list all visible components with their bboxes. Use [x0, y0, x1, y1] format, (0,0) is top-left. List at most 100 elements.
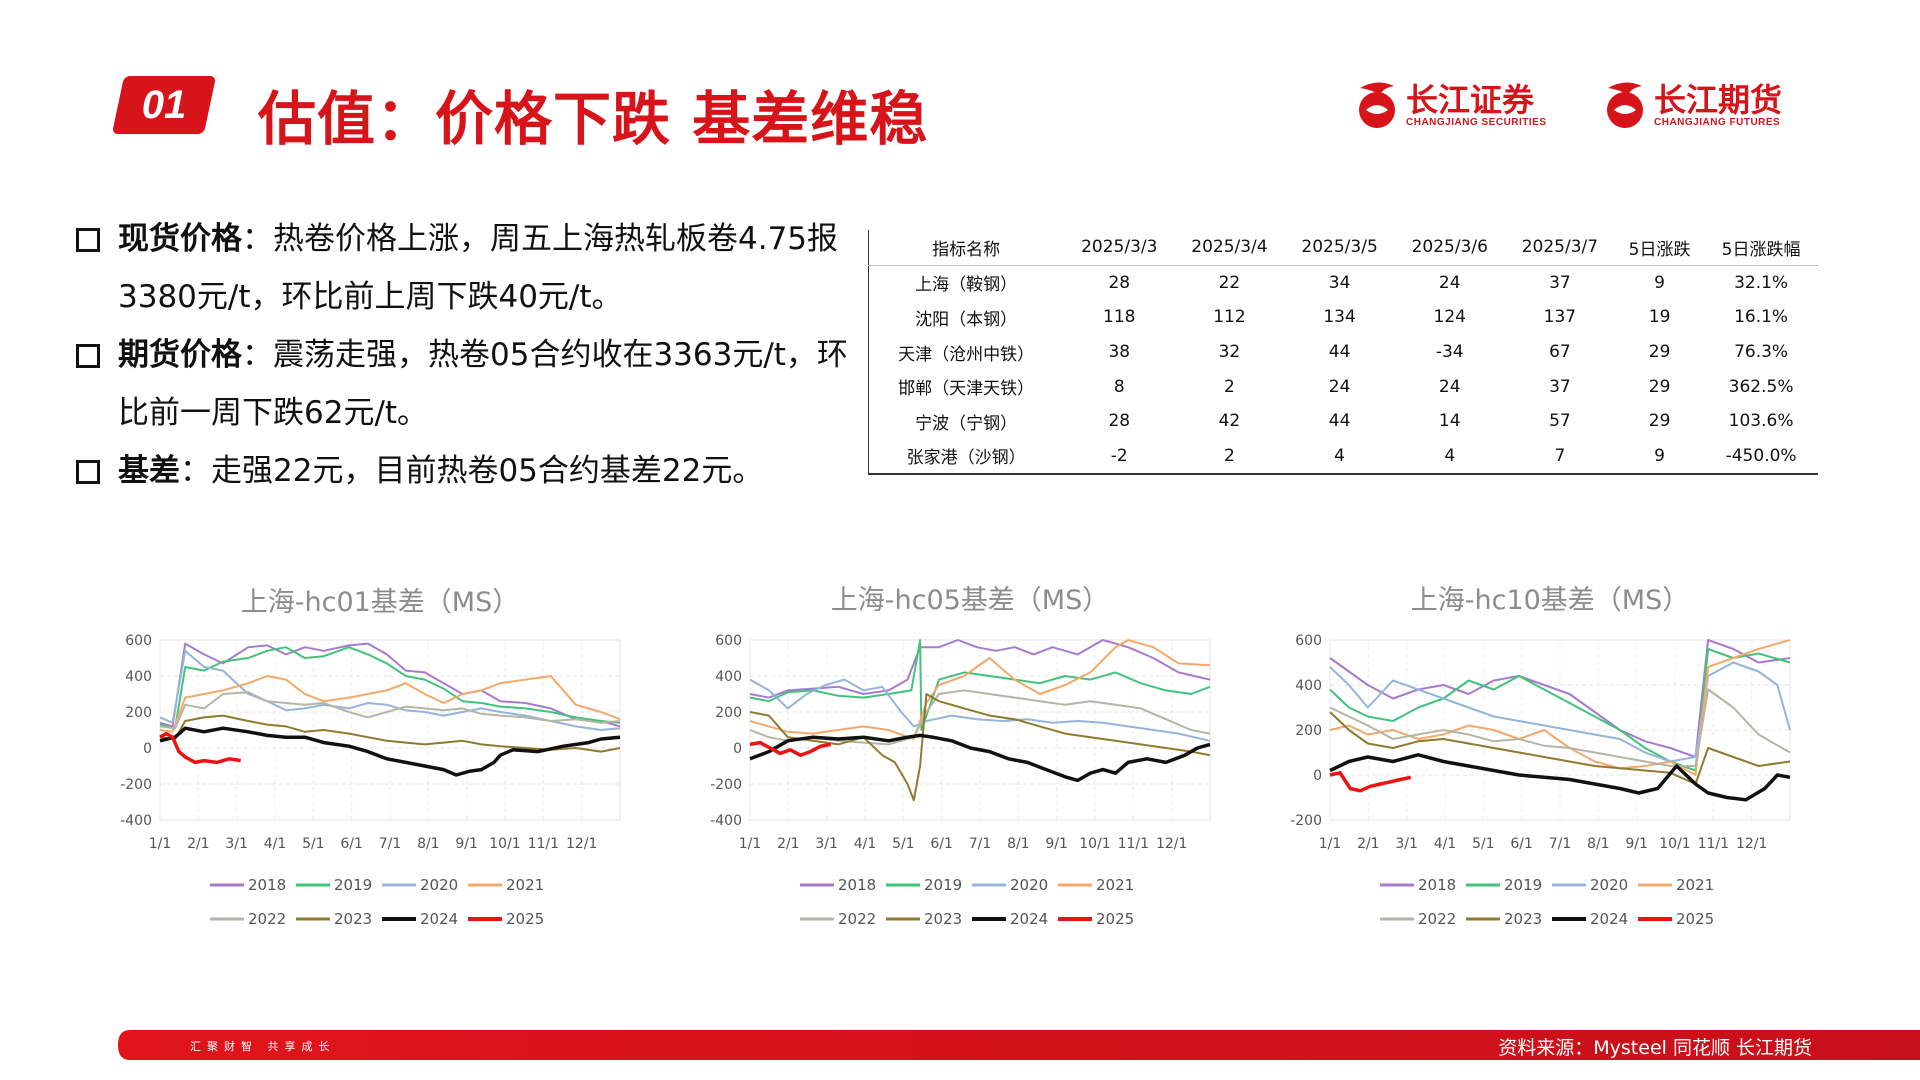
table-cell: 124: [1433, 307, 1466, 328]
legend-label: 2023: [334, 910, 372, 928]
x-tick-label: 9/1: [1045, 836, 1068, 852]
y-tick-label: -400: [710, 813, 742, 829]
x-tick-label: 12/1: [1156, 836, 1187, 852]
table-header: 2025/3/6: [1394, 230, 1505, 266]
series-line-2019: [749, 639, 1211, 731]
bullet-label: 期货价格: [118, 337, 242, 373]
x-tick-label: 3/1: [1395, 836, 1418, 852]
chart-title: 上海-hc01基差（MS）: [240, 587, 520, 618]
table-header: 5日涨跌: [1614, 230, 1705, 266]
series-line-2024: [1329, 753, 1791, 802]
bullet-futures-price: 期货价格：震荡走强，热卷05合约收在3363元/t，环比前一周下跌62元/t。: [72, 326, 852, 442]
changjiang-securities-logo: 长江证券 CHANGJIANG SECURITIES: [1352, 78, 1547, 132]
legend-label: 2022: [1418, 910, 1456, 928]
legend-label: 2019: [924, 876, 962, 894]
legend-label: 2021: [1676, 876, 1714, 894]
legend-label: 2021: [506, 876, 544, 894]
x-tick-label: 5/1: [1472, 836, 1495, 852]
x-tick-label: 4/1: [854, 836, 877, 852]
x-tick-label: 10/1: [1659, 836, 1690, 852]
table-cell: 14: [1438, 411, 1461, 432]
table-cell: 137: [1543, 307, 1577, 328]
y-tick-label: 200: [125, 705, 152, 721]
y-tick-label: 0: [143, 741, 152, 757]
table-header: 2025/3/7: [1504, 230, 1615, 266]
series-line-2021: [749, 639, 1211, 740]
bullet-text: ：走强22元，目前热卷05合约基差22元。: [180, 453, 764, 489]
table-cell: 22: [1218, 272, 1241, 293]
table-cell: 16.1%: [1734, 307, 1789, 328]
series-line-2023: [749, 693, 1211, 802]
y-tick-label: 400: [1295, 678, 1322, 694]
checkbox-bullet-icon: [76, 228, 100, 252]
legend-label: 2023: [1504, 910, 1542, 928]
x-tick-label: 8/1: [417, 836, 440, 852]
legend-label: 2025: [1676, 910, 1714, 928]
table-cell: 2: [1224, 376, 1235, 397]
table-cell: 19: [1648, 307, 1671, 328]
chart-hc01: 上海-hc01基差（MS） 600 400 200 0 -200 -400 1/1 2/1 3/…: [110, 570, 650, 940]
table-row: 天津（沧州中铁） 38 32 44 -34 67 29 76.3%: [868, 335, 1818, 370]
table-cell: 34: [1328, 272, 1351, 293]
chart-hc01-svg: 600 400 200 0 -200 -400 1/1 2/1 3/1 4/1 5/1 6/1 7/1 8…: [120, 633, 621, 928]
y-tick-label: 400: [125, 669, 152, 685]
series-line-2021: [1329, 639, 1791, 776]
chart-title: 上海-hc10基差（MS）: [1410, 585, 1690, 616]
table-cell: 32.1%: [1734, 272, 1789, 293]
table-cell: 4: [1284, 438, 1395, 476]
x-tick-label: 10/1: [489, 836, 520, 852]
x-tick-label: 7/1: [969, 836, 992, 852]
legend-label: 2020: [420, 876, 458, 894]
table-row: 沈阳（本钢） 118 112 134 124 137 19 16.1%: [868, 300, 1818, 335]
legend-label: 2024: [420, 910, 458, 928]
table-left-border: [868, 230, 869, 473]
table-cell: 张家港（沙钢）: [868, 438, 1065, 476]
x-tick-label: 6/1: [930, 836, 953, 852]
x-tick-label: 5/1: [302, 836, 325, 852]
table-cell: 76.3%: [1734, 342, 1789, 363]
table-cell: 29: [1648, 342, 1671, 363]
table-cell: 362.5%: [1728, 376, 1794, 397]
bullet-label: 基差: [118, 453, 180, 489]
table-cell: -2: [1064, 438, 1175, 476]
legend-label: 2021: [1096, 876, 1134, 894]
bullet-label: 现货价格: [118, 221, 242, 257]
table-cell: 上海（鞍钢）: [915, 275, 1018, 296]
x-tick-label: 12/1: [566, 836, 597, 852]
table-cell: 44: [1328, 342, 1351, 363]
logo2-en: CHANGJIANG FUTURES: [1654, 116, 1781, 128]
x-tick-label: 11/1: [1698, 836, 1729, 852]
series-line-2018: [1329, 639, 1791, 758]
y-tick-label: -400: [120, 813, 152, 829]
table-row: 邯郸（天津天铁） 8 2 24 24 37 29 362.5%: [868, 369, 1818, 404]
table-cell: 24: [1438, 376, 1461, 397]
legend-label: 2019: [334, 876, 372, 894]
legend-label: 2018: [838, 876, 876, 894]
series-line-2020: [1329, 661, 1791, 763]
series-line-2020: [749, 678, 1211, 742]
y-tick-label: 600: [125, 633, 152, 649]
table-cell: -450.0%: [1704, 438, 1818, 476]
legend-label: 2018: [248, 876, 286, 894]
table-cell: 134: [1323, 307, 1356, 328]
legend-label: 2023: [924, 910, 962, 928]
section-number: 01: [141, 83, 187, 127]
table-cell: 沈阳（本钢）: [915, 309, 1018, 330]
x-tick-label: 7/1: [379, 836, 402, 852]
bullet-spot-price: 现货价格：热卷价格上涨，周五上海热轧板卷4.75报3380元/t，环比前上周下跌…: [72, 210, 852, 326]
y-tick-label: 600: [1295, 633, 1322, 649]
table-cell: 112: [1213, 307, 1246, 328]
x-tick-label: 3/1: [225, 836, 248, 852]
bullet-basis: 基差：走强22元，目前热卷05合约基差22元。: [72, 442, 852, 500]
table-cell: -34: [1435, 342, 1464, 363]
series-line-2025: [1329, 771, 1412, 793]
x-tick-label: 10/1: [1079, 836, 1110, 852]
series-line-2023: [159, 714, 621, 753]
table-cell: 29: [1648, 411, 1671, 432]
series-line-2019: [159, 646, 621, 730]
table-cell: 宁波（宁钢）: [915, 413, 1018, 434]
y-tick-label: 200: [715, 705, 742, 721]
table-header: 指标名称: [868, 230, 1065, 266]
series-line-2018: [159, 642, 621, 728]
x-tick-label: 2/1: [187, 836, 210, 852]
